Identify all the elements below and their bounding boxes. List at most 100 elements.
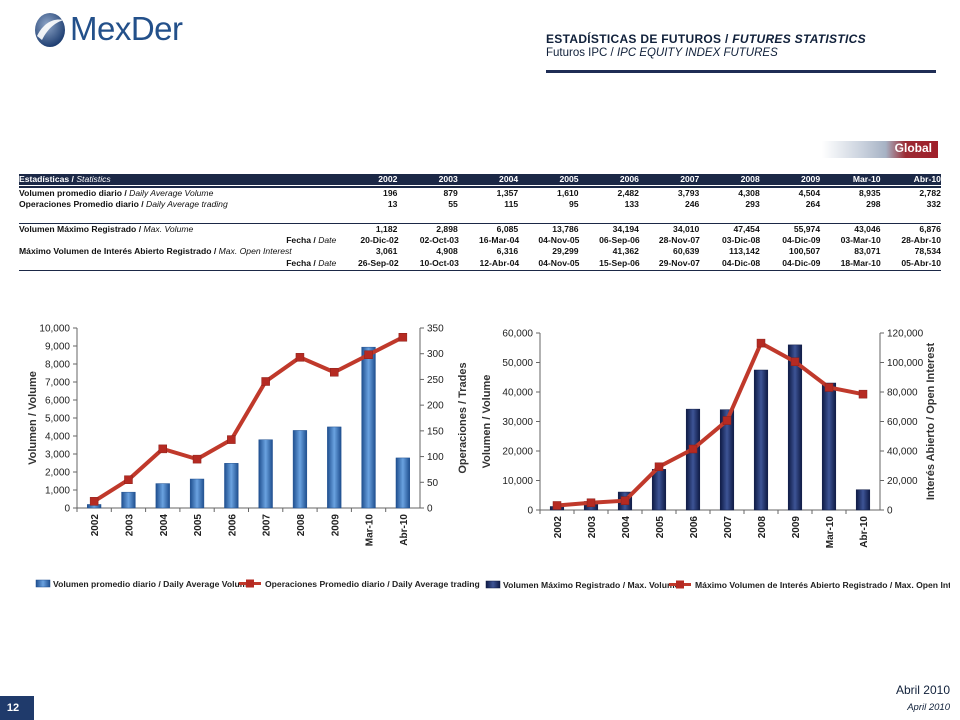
global-tab[interactable]: Global bbox=[822, 141, 938, 158]
col-header: 2009 bbox=[801, 174, 821, 184]
bar bbox=[292, 430, 308, 509]
y2-tick-label: 0 bbox=[887, 506, 893, 517]
stats-cell: 41,362 bbox=[612, 246, 639, 257]
y2-tick-label: 100,000 bbox=[887, 358, 924, 369]
stats-cell: 47,454 bbox=[733, 224, 760, 235]
stats-header-label: Estadísticas / Statistics bbox=[19, 174, 111, 184]
subtitle-en: IPC EQUITY INDEX FUTURES bbox=[616, 47, 778, 59]
y-tick-label: 10,000 bbox=[39, 324, 70, 335]
bar bbox=[258, 439, 273, 509]
mexder-logo: MexDer bbox=[30, 10, 190, 50]
bar bbox=[224, 463, 239, 509]
bar bbox=[395, 457, 410, 509]
stats-cell: 43,046 bbox=[854, 224, 881, 235]
stats-cell: 04-Nov-05 bbox=[538, 235, 580, 246]
bar bbox=[855, 489, 871, 511]
stats-cell: 29-Nov-07 bbox=[658, 257, 700, 268]
stats-cell: 04-Dic-09 bbox=[782, 235, 821, 246]
col-header: 2007 bbox=[680, 174, 700, 184]
stats-cell: 6,876 bbox=[919, 224, 941, 235]
stats-rule bbox=[19, 186, 941, 188]
stats-cell: 04-Nov-05 bbox=[538, 257, 580, 268]
y-tick-label: 0 bbox=[64, 504, 70, 515]
stats-body: Volumen promedio diario / Daily Average … bbox=[19, 186, 941, 272]
line-point bbox=[192, 454, 202, 464]
subtitle-es: Futuros IPC bbox=[546, 47, 608, 59]
stats-cell: 196 bbox=[383, 187, 398, 198]
stats-cell: 16-Mar-04 bbox=[479, 235, 520, 246]
line-point bbox=[158, 444, 167, 454]
stats-cell: 20-Dic-02 bbox=[360, 235, 399, 246]
stats-cell: 03-Dic-08 bbox=[721, 235, 761, 246]
y-tick-label: 60,000 bbox=[502, 329, 533, 340]
page-number: 12 bbox=[6, 702, 20, 714]
line-point bbox=[756, 338, 766, 348]
stats-row-label: Fecha / Date bbox=[286, 257, 337, 268]
line-point bbox=[688, 444, 698, 454]
stats-cell: 113,142 bbox=[729, 246, 760, 257]
stats-cell: 1,357 bbox=[496, 187, 519, 198]
x-tick-label: 2006 bbox=[689, 516, 700, 539]
y-tick-label: 4,000 bbox=[45, 432, 70, 443]
logo-text: MexDer bbox=[70, 10, 183, 47]
stats-cell: 10-Oct-03 bbox=[419, 257, 459, 268]
y-axis-title: Volumen / Volume bbox=[27, 371, 39, 465]
stats-cell: 28-Nov-07 bbox=[658, 235, 700, 246]
bar bbox=[651, 469, 667, 511]
col-header: 2008 bbox=[740, 174, 760, 184]
x-tick-label: 2003 bbox=[587, 516, 598, 539]
line-point bbox=[261, 377, 270, 386]
stats-cell: 04-Dic-08 bbox=[721, 257, 761, 268]
line-point bbox=[398, 333, 408, 342]
stats-cell: 34,194 bbox=[612, 224, 639, 235]
stats-cell: 2,482 bbox=[617, 187, 639, 198]
y2-tick-label: 100 bbox=[427, 452, 444, 463]
stats-cell: 04-Dic-09 bbox=[782, 257, 821, 268]
bar bbox=[787, 344, 803, 511]
y-tick-label: 3,000 bbox=[45, 450, 70, 461]
y-tick-label: 8,000 bbox=[45, 360, 70, 371]
stats-row: Fecha / Date 26-Sep-02 10-Oct-03 12-Abr-04 0… bbox=[19, 258, 941, 269]
y-tick-label: 1,000 bbox=[45, 486, 70, 497]
y2-tick-label: 250 bbox=[427, 375, 444, 386]
y2-tick-label: 350 bbox=[427, 324, 444, 335]
logo-emblem-icon bbox=[35, 13, 65, 47]
y2-tick-label: 60,000 bbox=[887, 417, 918, 428]
stats-row: Volumen Máximo Registrado / Max. Volume 1… bbox=[19, 224, 941, 235]
line-point bbox=[227, 435, 236, 444]
global-tab-label: Global bbox=[894, 141, 932, 155]
y2-axis-title: Operaciones / Trades bbox=[457, 362, 469, 473]
legend-swatch-marker bbox=[246, 579, 254, 588]
stats-cell: 133 bbox=[624, 198, 639, 209]
y-tick-label: 50,000 bbox=[502, 358, 533, 369]
legend-label-line: Operaciones Promedio diario / Daily Aver… bbox=[265, 579, 480, 589]
series-line bbox=[556, 341, 864, 508]
stats-cell: 332 bbox=[926, 198, 941, 209]
stats-cell: 06-Sep-06 bbox=[599, 235, 640, 246]
line-point bbox=[330, 367, 339, 377]
stats-cell: 29,299 bbox=[552, 246, 579, 257]
stats-cell: 2,782 bbox=[919, 187, 941, 198]
stats-cell: 34,010 bbox=[673, 224, 700, 235]
stats-cell: 55 bbox=[448, 198, 458, 209]
stats-rule bbox=[19, 223, 941, 225]
legend-label-line: Máximo Volumen de Interés Abierto Regist… bbox=[695, 580, 950, 590]
line-point bbox=[586, 498, 596, 508]
stats-cell: 4,908 bbox=[436, 246, 458, 257]
line-point bbox=[654, 462, 664, 472]
line-point bbox=[89, 497, 99, 506]
stats-row-label: Máximo Volumen de Interés Abierto Regist… bbox=[19, 246, 292, 257]
stats-cell: 26-Sep-02 bbox=[358, 257, 399, 268]
stats-rule bbox=[19, 269, 941, 272]
x-tick-label: 2008 bbox=[296, 514, 307, 537]
stats-cell: 03-Mar-10 bbox=[840, 235, 881, 246]
x-tick-label: Abr-10 bbox=[859, 516, 870, 548]
line-point bbox=[295, 353, 305, 362]
line-point bbox=[858, 389, 868, 399]
stats-cell: 3,061 bbox=[375, 246, 398, 257]
line-point bbox=[364, 350, 373, 359]
stats-cell: 28-Abr-10 bbox=[901, 235, 941, 246]
line-point bbox=[552, 501, 562, 510]
bar bbox=[753, 369, 769, 511]
y2-tick-label: 120,000 bbox=[887, 329, 924, 340]
